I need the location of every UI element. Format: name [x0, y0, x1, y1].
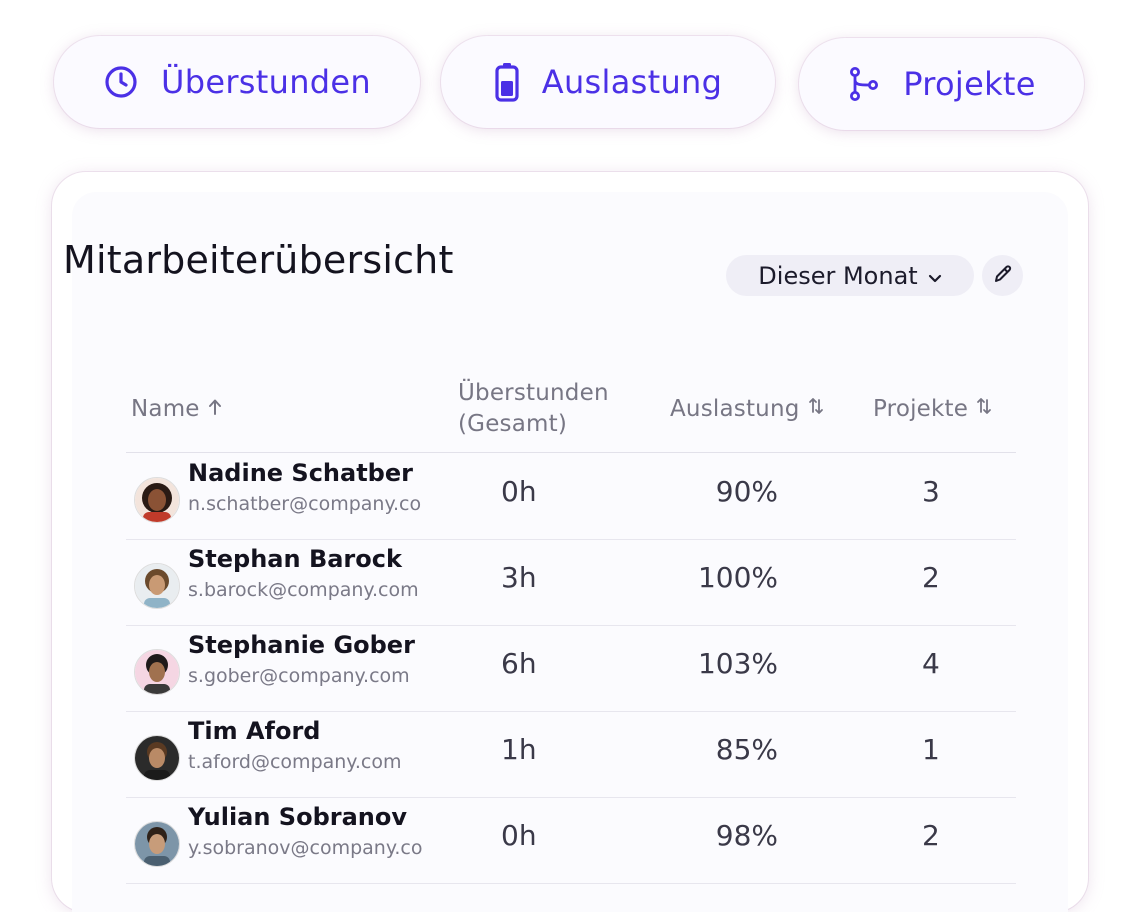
- employee-name: Yulian Sobranov: [188, 803, 408, 831]
- projects-value: 2: [922, 819, 940, 852]
- employee-email: n.schatber@company.com: [188, 493, 422, 515]
- branch-icon: [847, 66, 881, 102]
- period-select-value: Dieser Monat: [758, 261, 918, 290]
- overtime-value: 0h: [501, 819, 537, 852]
- employee-name: Stephan Barock: [188, 545, 402, 573]
- employee-name: Nadine Schatber: [188, 459, 413, 487]
- tab-projekte[interactable]: Projekte: [799, 38, 1084, 130]
- avatar: [134, 563, 180, 609]
- card-title: Mitarbeiterübersicht: [63, 238, 454, 282]
- utilization-value: 100%: [697, 561, 778, 594]
- battery-icon: [494, 62, 520, 102]
- table-row[interactable]: Stephanie Gober s.gober@company.com 6h 1…: [126, 625, 1016, 712]
- employee-name: Tim Aford: [188, 717, 321, 745]
- projects-value: 4: [922, 647, 940, 680]
- table-row[interactable]: Tim Aford t.aford@company.com 1h 85% 1: [126, 711, 1016, 798]
- column-header-overtime[interactable]: Überstunden (Gesamt): [458, 378, 609, 440]
- sort-ascending-icon: [208, 396, 222, 422]
- chevron-down-icon: [928, 262, 942, 290]
- tab-label: Projekte: [903, 65, 1036, 103]
- clock-icon: [103, 64, 139, 100]
- employee-name: Stephanie Gober: [188, 631, 415, 659]
- overtime-value: 6h: [501, 647, 537, 680]
- table-row[interactable]: Yulian Sobranov y.sobranov@company.com 0…: [126, 797, 1016, 884]
- employee-email: t.aford@company.com: [188, 751, 402, 773]
- tab-auslastung[interactable]: Auslastung: [441, 36, 775, 128]
- pencil-icon: [992, 263, 1014, 289]
- utilization-value: 103%: [697, 647, 778, 680]
- projects-value: 2: [922, 561, 940, 594]
- overtime-value: 0h: [501, 475, 537, 508]
- column-label: Projekte: [873, 396, 969, 422]
- avatar: [134, 821, 180, 867]
- employee-email: s.gober@company.com: [188, 665, 410, 687]
- utilization-value: 90%: [715, 475, 778, 508]
- edit-button[interactable]: [982, 255, 1023, 296]
- table-row[interactable]: Stephan Barock s.barock@company.com 3h 1…: [126, 539, 1016, 626]
- column-label-line1: Überstunden: [458, 380, 609, 406]
- tab-label: Überstunden: [161, 63, 371, 101]
- column-label: Name: [131, 396, 200, 422]
- period-select[interactable]: Dieser Monat: [726, 255, 974, 296]
- utilization-value: 85%: [715, 733, 778, 766]
- utilization-value: 98%: [715, 819, 778, 852]
- avatar: [134, 735, 180, 781]
- card-body: [72, 192, 1068, 912]
- tab-label: Auslastung: [541, 63, 723, 101]
- tab-ueberstunden[interactable]: Überstunden: [54, 36, 420, 128]
- table-header-divider: [126, 452, 1016, 453]
- avatar: [134, 649, 180, 695]
- overtime-value: 3h: [501, 561, 537, 594]
- sort-toggle-icon: [808, 396, 824, 422]
- column-header-utilization[interactable]: Auslastung: [670, 396, 824, 422]
- employee-email: s.barock@company.com: [188, 579, 419, 601]
- projects-value: 1: [922, 733, 940, 766]
- column-label: Auslastung: [670, 396, 800, 422]
- column-header-name[interactable]: Name: [131, 396, 222, 422]
- avatar: [134, 477, 180, 523]
- column-label-line2: (Gesamt): [458, 411, 568, 437]
- projects-value: 3: [922, 475, 940, 508]
- table-row[interactable]: Nadine Schatber n.schatber@company.com 0…: [126, 453, 1016, 540]
- employee-email: y.sobranov@company.com: [188, 837, 422, 859]
- overtime-value: 1h: [501, 733, 537, 766]
- sort-toggle-icon: [976, 396, 992, 422]
- column-header-projects[interactable]: Projekte: [873, 396, 992, 422]
